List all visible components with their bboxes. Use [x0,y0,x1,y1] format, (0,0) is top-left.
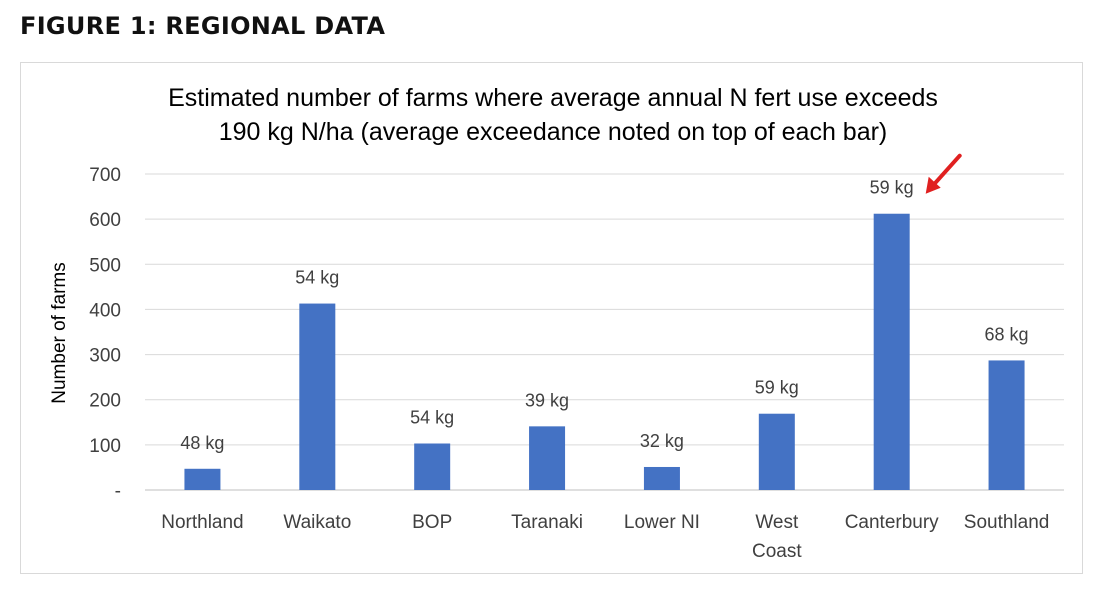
x-tick-label: Northland [161,512,243,533]
y-tick-label: 700 [89,165,121,186]
bar [643,466,680,490]
y-axis-ticks: - 100 200 300 400 500 600 700 [89,165,121,502]
bar [988,360,1025,490]
bar [529,426,566,490]
bar [758,413,795,490]
data-label: 32 kg [640,431,684,451]
chart-title-line: 190 kg N/ha (average exceedance noted on… [219,118,888,146]
gridlines [145,173,1064,491]
y-axis-label: Number of farms [49,262,70,403]
annotation [925,153,962,194]
chart-title: Estimated number of farms where average … [168,84,938,146]
y-tick-label: 400 [89,300,121,321]
bar-chart: Estimated number of farms where average … [49,84,1064,562]
data-label: 39 kg [525,390,569,410]
x-tick-label: Southland [964,512,1050,533]
annotation-arrow-head [925,176,941,194]
bar [184,468,221,490]
y-tick-label: 500 [89,255,121,276]
x-tick-label: Canterbury [845,512,939,533]
x-tick-label: BOP [412,512,452,533]
figure-heading: FIGURE 1: REGIONAL DATA [20,12,386,40]
bar [414,443,451,490]
bars [184,213,1025,490]
data-label: 48 kg [180,433,224,453]
y-tick-label: 600 [89,210,121,231]
y-tick-label: 100 [89,436,121,457]
bar [299,303,336,490]
y-tick-label: - [115,481,121,502]
data-label: 59 kg [755,378,799,398]
annotation-arrow-shaft [931,153,962,187]
x-tick-label: Coast [752,541,802,562]
data-label: 54 kg [295,268,339,288]
x-axis-ticks: Northland Waikato BOP Taranaki Lower NI West C… [161,512,1049,562]
data-label: 54 kg [410,408,454,428]
chart-title-line: Estimated number of farms where average … [168,84,938,112]
x-tick-label: Taranaki [511,512,583,533]
chart-frame: Estimated number of farms where average … [20,62,1083,574]
x-tick-label: Waikato [283,512,351,533]
x-tick-label: Lower NI [624,512,700,533]
y-tick-label: 200 [89,391,121,412]
data-label: 68 kg [985,324,1029,344]
y-tick-label: 300 [89,346,121,367]
y-axis-label-group: Number of farms [49,262,70,403]
data-label: 59 kg [870,178,914,198]
data-labels: 48 kg 54 kg 54 kg 39 kg 32 kg 59 kg 59 kg 68 kg [180,178,1028,453]
bar [873,213,910,490]
x-tick-label: West [755,512,799,533]
